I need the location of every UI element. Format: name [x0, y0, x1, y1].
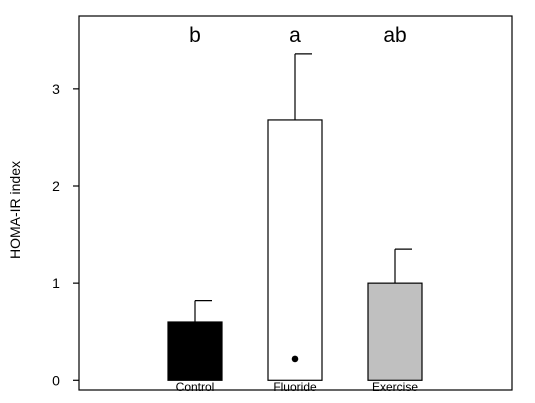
y-tick-label: 2 — [52, 178, 60, 194]
data-point-fluoride — [291, 355, 299, 363]
category-label-control: Control — [176, 380, 215, 394]
category-label-fluoride: Fluoride — [273, 380, 317, 394]
y-tick-label: 0 — [52, 372, 60, 388]
bar-control — [167, 321, 223, 381]
significance-label-control: b — [189, 24, 201, 47]
y-tick-label: 3 — [52, 81, 60, 97]
bar-fluoride — [267, 119, 323, 381]
y-tick-label: 1 — [52, 275, 60, 291]
y-axis-title: HOMA-IR index — [7, 161, 23, 259]
significance-label-fluoride: a — [289, 24, 301, 47]
plot-frame — [78, 15, 513, 391]
category-label-exercise: Exercise — [372, 380, 418, 394]
bar-exercise — [367, 282, 423, 381]
significance-label-exercise: ab — [383, 24, 406, 47]
